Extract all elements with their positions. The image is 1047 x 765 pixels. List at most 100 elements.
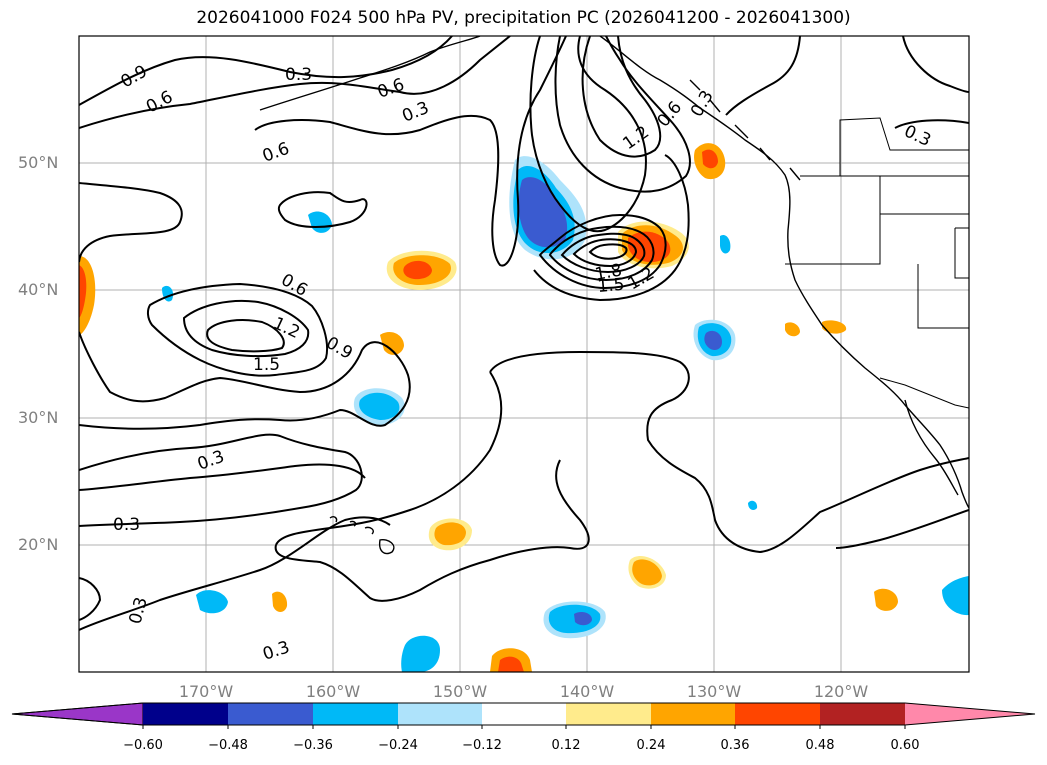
state-border — [917, 264, 969, 329]
colorbar-segment — [313, 703, 398, 725]
precip-negative-area — [401, 635, 440, 672]
lat-label-50n: 50°N — [18, 153, 59, 172]
pv-contour-line — [588, 243, 628, 260]
pv-contour-line — [277, 191, 368, 228]
state-border — [839, 117, 969, 176]
border-us-mexico — [879, 377, 969, 409]
pv-contour-line — [572, 238, 638, 268]
precip-positive-area — [632, 559, 662, 586]
colorbar-tick-marks — [142, 725, 906, 729]
colorbar-extend-high — [905, 703, 1035, 725]
pv-label: 1.5 — [597, 275, 626, 297]
pv-contour-line — [79, 331, 411, 430]
precip-negative-area — [720, 234, 731, 254]
precip-positive-area — [702, 149, 718, 169]
pv-contour-line — [548, 225, 655, 282]
lon-label-130w: 130°W — [686, 682, 742, 701]
colorbar-segment — [398, 703, 482, 725]
precip-negative-area — [748, 500, 758, 511]
colorbar-tick-label: −0.12 — [462, 738, 502, 753]
precip-positive-area — [498, 656, 524, 672]
pv-contour-line — [894, 119, 969, 129]
figure-title: 2026041000 F024 500 hPa PV, precipitatio… — [196, 8, 851, 28]
colorbar-segment — [651, 703, 735, 725]
colorbar-segment — [566, 703, 651, 725]
lat-label-20n: 20°N — [18, 535, 59, 554]
precip-positive-area — [822, 320, 847, 334]
coastline-baja — [904, 399, 959, 496]
lat-label-40n: 40°N — [18, 280, 59, 299]
pv-contour-line — [254, 36, 567, 267]
colorbar-tick-label: 0.24 — [636, 738, 666, 753]
pv-contour-line — [538, 213, 667, 290]
pv-contour-line — [560, 232, 646, 274]
lon-label-150w: 150°W — [432, 682, 488, 701]
colorbar-tick-label: −0.36 — [293, 738, 333, 753]
precip-positive-area — [434, 522, 466, 546]
pv-contour-line — [533, 154, 690, 302]
precip-negative-area — [704, 330, 722, 350]
pv-contours — [79, 36, 969, 631]
precip-positive-area — [874, 588, 898, 611]
coastline-hawaii — [329, 516, 395, 555]
pv-contour-line — [182, 299, 310, 358]
colorbar-segment — [143, 703, 228, 725]
lon-label-170w: 170°W — [178, 682, 234, 701]
pv-contour-line — [529, 36, 647, 233]
colorbar-segment — [820, 703, 905, 725]
colorbar-tick-label: 0.12 — [551, 738, 581, 753]
precip-negative-area — [518, 177, 568, 248]
pv-contour-line — [79, 36, 511, 129]
coastline-alaska — [259, 36, 481, 111]
lat-label-30n: 30°N — [18, 408, 59, 427]
pv-contour-line — [725, 36, 801, 116]
precip-negative-area — [196, 590, 228, 614]
colorbar-tick-label: 0.60 — [890, 738, 920, 753]
pv-contour-line — [79, 577, 102, 621]
pv-contour-line — [835, 509, 969, 549]
coastline-islands — [689, 79, 801, 181]
precip-positive-area — [272, 591, 288, 612]
colorbar-tick-label: −0.60 — [123, 738, 163, 753]
pv-contour-line — [206, 319, 285, 353]
precip-positive-area — [403, 260, 432, 280]
pv-contour-line — [79, 516, 391, 631]
state-border — [954, 227, 969, 279]
precip-negative-area — [359, 392, 400, 420]
coastline-north-america — [599, 36, 969, 509]
lon-label-120w: 120°W — [813, 682, 869, 701]
precip-negative-area — [548, 604, 601, 634]
pv-contour-line — [79, 182, 183, 263]
colorbar-tick-label: −0.48 — [208, 738, 248, 753]
pv-contour-line — [275, 371, 503, 546]
lon-label-160w: 160°W — [305, 682, 361, 701]
pv-contour-line — [489, 350, 969, 554]
colorbar-segment — [735, 703, 820, 725]
colorbar — [11, 702, 1036, 729]
precip-positive-area — [628, 231, 671, 263]
state-border — [785, 176, 881, 265]
precip-positive-area — [79, 265, 87, 318]
colorbar-segment — [228, 703, 313, 725]
pv-contour-line — [79, 36, 453, 106]
precip-positive-area — [380, 332, 404, 355]
precip-negative-area — [942, 576, 969, 616]
pv-contour-line — [79, 433, 363, 527]
pv-contour-line — [581, 36, 662, 158]
precip-negative-area — [574, 612, 592, 626]
pv-contour-line — [902, 36, 969, 93]
pv-contour-line — [146, 282, 328, 377]
colorbar-tick-label: 0.48 — [805, 738, 835, 753]
pv-label: 1.8 — [593, 261, 623, 285]
lon-label-140w: 140°W — [559, 682, 615, 701]
pv-label: 0.3 — [285, 65, 312, 85]
pv-contour-line — [554, 36, 691, 193]
country-state-borders — [785, 117, 969, 409]
colorbar-tick-label: 0.36 — [720, 738, 750, 753]
colorbar-segment — [482, 703, 566, 725]
pv-label: 1.5 — [253, 355, 280, 375]
precip-positive-area — [785, 322, 800, 337]
colorbar-extend-low — [11, 702, 144, 726]
pv-label: 0.3 — [113, 515, 140, 535]
